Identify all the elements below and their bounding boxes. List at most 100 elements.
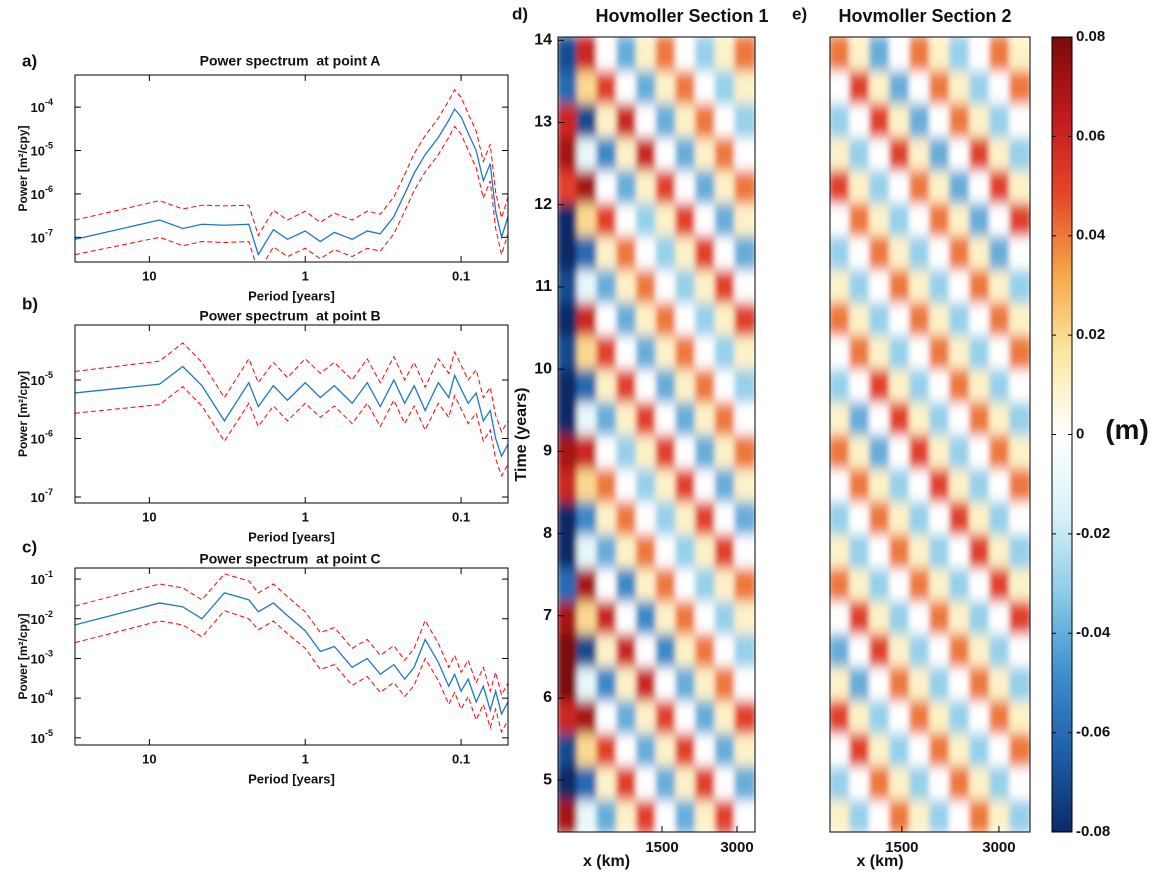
- heatmap-cell: [909, 367, 932, 403]
- heatmap-cell: [635, 400, 658, 436]
- tick-base: 10: [31, 612, 45, 627]
- panel-label: d): [512, 4, 528, 23]
- heatmap-cell: [869, 267, 892, 303]
- heatmap-cell: [734, 300, 755, 336]
- heatmap-cell: [889, 698, 912, 734]
- heatmap-cell: [675, 466, 697, 502]
- heatmap-cell: [596, 267, 619, 303]
- y-tick-label: 10-7: [31, 228, 53, 246]
- heatmap-cell: [869, 499, 892, 535]
- confidence-line: [75, 610, 508, 734]
- heatmap-cell: [969, 665, 992, 701]
- y-tick-label: 10-6: [31, 184, 53, 202]
- heatmap-cell: [734, 533, 755, 569]
- heatmap-cell: [869, 334, 892, 370]
- heatmap-cell: [675, 267, 697, 303]
- heatmap-cell: [714, 68, 737, 104]
- tick-base: 10: [31, 144, 45, 159]
- x-axis-label: Period [years]: [248, 771, 335, 786]
- heatmap-cell: [949, 665, 972, 701]
- heatmap-cell: [734, 797, 755, 832]
- heatmap-cell: [909, 499, 932, 535]
- heatmap-cell: [1009, 698, 1030, 734]
- heatmap-cell: [989, 334, 1012, 370]
- heatmap-cell: [635, 267, 658, 303]
- heatmap-cell: [969, 731, 992, 767]
- heatmap-cell: [616, 367, 638, 403]
- heatmap-cell: [1009, 334, 1030, 370]
- heatmap-cell: [596, 631, 619, 668]
- heatmap-cell: [869, 68, 892, 104]
- heatmap-cell: [616, 234, 638, 270]
- heatmap-cell: [969, 267, 992, 303]
- heatmap-clip: [830, 37, 1030, 832]
- heatmap-cell: [949, 367, 972, 403]
- heatmap-cell: [889, 731, 912, 767]
- x-axis-label: Period [years]: [248, 529, 335, 544]
- heatmap-cell: [576, 68, 599, 104]
- panel-label: c): [22, 537, 37, 556]
- panel-label: a): [22, 51, 37, 70]
- heatmap-cell: [734, 334, 755, 370]
- colorbar-tick-label: -0.04: [1076, 624, 1111, 641]
- heatmap-cell: [909, 102, 932, 138]
- heatmap-cell: [734, 499, 755, 535]
- heatmap-cell: [596, 334, 619, 370]
- heatmap-cell: [655, 631, 678, 668]
- heatmap-cell: [558, 599, 579, 635]
- heatmap-cell: [616, 334, 638, 370]
- heatmap-cell: [989, 68, 1012, 104]
- colorbar-tick-label: -0.02: [1076, 525, 1110, 542]
- heatmap-cell: [694, 201, 717, 237]
- tick-exponent: -5: [45, 728, 53, 738]
- y-tick-label: 10-5: [31, 728, 53, 746]
- heatmap-cell: [558, 168, 579, 204]
- tick-exponent: -1: [45, 569, 53, 579]
- heatmap-cell: [616, 400, 638, 436]
- heatmap-cell: [849, 135, 872, 171]
- y-tick-label: 13: [534, 114, 552, 131]
- heatmap-cell: [909, 698, 932, 734]
- heatmap-cell: [694, 300, 717, 336]
- tick-exponent: -6: [45, 184, 53, 194]
- heatmap-cell: [849, 367, 872, 403]
- heatmap-cell: [596, 367, 619, 403]
- heatmap-cell: [989, 433, 1012, 469]
- heatmap-cell: [616, 267, 638, 303]
- heatmap-cell: [1009, 300, 1030, 336]
- heatmap-cell: [869, 731, 892, 767]
- heatmap-cell: [849, 433, 872, 469]
- heatmap-cell: [989, 234, 1012, 270]
- heatmap-cell: [558, 234, 579, 270]
- y-tick-label: 8: [543, 525, 552, 542]
- heatmap-cell: [969, 533, 992, 569]
- heatmap-cell: [869, 300, 892, 336]
- heatmap-cell: [576, 201, 599, 237]
- heatmap-cell: [694, 334, 717, 370]
- x-tick-label: 0.1: [452, 751, 470, 766]
- heatmap-cell: [1009, 797, 1030, 832]
- heatmap-cell: [558, 433, 579, 469]
- heatmap-cell: [909, 566, 932, 602]
- heatmap-cell: [675, 168, 697, 204]
- heatmap-cell: [596, 466, 619, 502]
- y-tick-label: 10-5: [31, 141, 53, 159]
- tick-base: 10: [31, 573, 45, 588]
- heatmap-cell: [675, 201, 697, 237]
- heatmap-cell: [869, 201, 892, 237]
- heatmap-cell: [1009, 102, 1030, 138]
- heatmap-cell: [949, 37, 972, 72]
- heatmap-cell: [989, 168, 1012, 204]
- heatmap-cell: [889, 234, 912, 270]
- confidence-line: [75, 88, 508, 237]
- heatmap-cell: [576, 797, 599, 832]
- heatmap-cell: [576, 765, 599, 801]
- heatmap-cell: [616, 135, 638, 171]
- heatmap-cell: [734, 201, 755, 237]
- heatmap-cell: [849, 334, 872, 370]
- heatmap-cell: [576, 665, 599, 701]
- heatmap-cell: [635, 433, 658, 469]
- heatmap-cell: [1009, 367, 1030, 403]
- heatmap-cell: [869, 765, 892, 801]
- heatmap-cell: [558, 400, 579, 436]
